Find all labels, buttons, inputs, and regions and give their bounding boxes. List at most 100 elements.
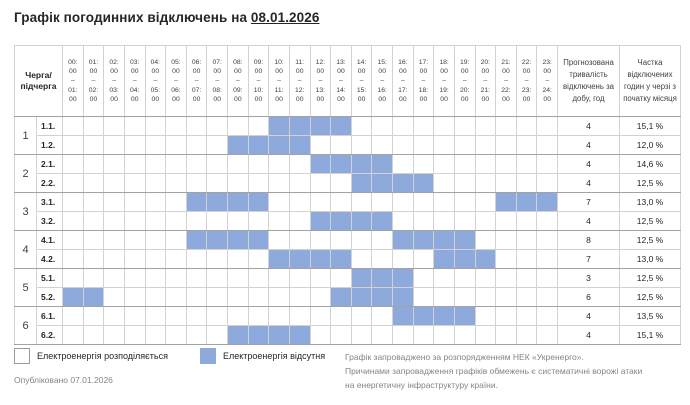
outage-cell-4.2.11:00 [288, 249, 311, 269]
share-value: 13,5 % [619, 306, 682, 326]
power-cell-2.2.08:00 [227, 173, 249, 193]
legend-item-power-available: Електроенергія розподіляється [14, 348, 168, 364]
power-cell-6.2.23:00 [536, 325, 559, 345]
power-cell-1.1.06:00 [185, 116, 208, 136]
power-cell-3.2.05:00 [165, 211, 187, 231]
power-cell-2.1.10:00 [268, 154, 290, 174]
power-cell-2.1.22:00 [515, 154, 538, 174]
power-cell-3.1.13:00 [330, 192, 352, 212]
outage-cell-1.1.11:00 [288, 116, 311, 136]
power-cell-2.2.07:00 [206, 173, 229, 193]
power-cell-5.2.22:00 [515, 287, 538, 307]
share-header: Частка відключених годин у черзі з почат… [619, 45, 682, 117]
title-text: Графік погодинних відключень на [14, 10, 248, 25]
subqueue-label: 1.1. [35, 116, 64, 136]
outage-cell-6.2.08:00 [227, 325, 249, 345]
power-cell-6.1.09:00 [247, 306, 270, 326]
outage-cell-2.1.15:00 [371, 154, 394, 174]
power-cell-4.2.08:00 [227, 249, 249, 269]
queue-number: 6 [14, 306, 37, 345]
power-cell-4.1.02:00 [103, 230, 125, 250]
power-cell-5.1.05:00 [165, 268, 187, 288]
power-cell-1.2.05:00 [165, 135, 187, 155]
power-cell-3.1.01:00 [82, 192, 105, 212]
power-cell-4.2.06:00 [185, 249, 208, 269]
schedule-row-2.2.: 2.2. 4 12,5 % [15, 173, 682, 193]
legend: Електроенергія розподіляється Електроене… [14, 348, 676, 366]
outage-cell-1.1.10:00 [268, 116, 290, 136]
power-cell-2.1.09:00 [247, 154, 270, 174]
power-cell-3.2.04:00 [144, 211, 167, 231]
power-cell-4.1.00:00 [62, 230, 84, 250]
power-cell-5.1.10:00 [268, 268, 290, 288]
duration-header: Прогнозована тривалість відключень за до… [557, 45, 621, 117]
power-cell-1.2.21:00 [495, 135, 517, 155]
schedule-row-4.1.: 4 4.1. 8 12,5 % [14, 230, 682, 269]
outage-cell-2.2.14:00 [350, 173, 373, 193]
hour-header-20:00: 20: 00–21: 00 [474, 45, 497, 117]
power-cell-5.1.23:00 [536, 268, 559, 288]
power-cell-4.1.12:00 [309, 230, 332, 250]
power-cell-5.1.02:00 [103, 268, 125, 288]
power-cell-2.2.09:00 [247, 173, 270, 193]
power-cell-6.1.21:00 [495, 306, 517, 326]
power-cell-2.2.06:00 [185, 173, 208, 193]
power-cell-6.2.21:00 [495, 325, 517, 345]
power-cell-5.1.21:00 [495, 268, 517, 288]
outage-cell-5.1.16:00 [392, 268, 414, 288]
power-cell-1.2.16:00 [392, 135, 414, 155]
power-cell-2.2.03:00 [123, 173, 146, 193]
power-cell-6.1.22:00 [515, 306, 538, 326]
duration-value: 4 [557, 325, 621, 345]
outage-cell-3.2.14:00 [350, 211, 373, 231]
power-cell-1.2.14:00 [350, 135, 373, 155]
power-cell-1.2.13:00 [330, 135, 352, 155]
outage-cell-4.2.12:00 [309, 249, 332, 269]
subqueue-label: 4.2. [35, 249, 64, 269]
hour-header-17:00: 17: 00–18: 00 [412, 45, 435, 117]
power-cell-5.2.07:00 [206, 287, 229, 307]
power-cell-6.1.13:00 [330, 306, 352, 326]
power-cell-1.1.00:00 [62, 116, 84, 136]
power-cell-6.2.12:00 [309, 325, 332, 345]
power-cell-4.2.04:00 [144, 249, 167, 269]
power-cell-3.2.09:00 [247, 211, 270, 231]
power-cell-3.1.19:00 [453, 192, 476, 212]
power-cell-2.2.11:00 [288, 173, 311, 193]
schedule-row-6.1.: 6 6.1. 4 13,5 % [14, 306, 682, 345]
power-cell-3.2.06:00 [185, 211, 208, 231]
outage-cell-2.2.16:00 [392, 173, 414, 193]
share-value: 14,6 % [619, 154, 682, 174]
power-cell-4.2.21:00 [495, 249, 517, 269]
power-cell-2.1.23:00 [536, 154, 559, 174]
power-cell-5.1.01:00 [82, 268, 105, 288]
power-cell-2.1.16:00 [392, 154, 414, 174]
power-cell-6.1.15:00 [371, 306, 394, 326]
power-cell-6.1.07:00 [206, 306, 229, 326]
outage-cell-4.2.19:00 [453, 249, 476, 269]
power-cell-4.2.16:00 [392, 249, 414, 269]
power-cell-1.1.19:00 [453, 116, 476, 136]
outage-cell-1.2.08:00 [227, 135, 249, 155]
queue-number: 5 [14, 268, 37, 307]
outage-cell-5.1.15:00 [371, 268, 394, 288]
power-cell-3.2.16:00 [392, 211, 414, 231]
power-cell-3.1.04:00 [144, 192, 167, 212]
subqueue-label: 1.2. [35, 135, 64, 155]
power-cell-2.2.01:00 [82, 173, 105, 193]
power-cell-1.1.21:00 [495, 116, 517, 136]
subqueue-label: 2.1. [35, 154, 64, 174]
outage-cell-5.2.16:00 [392, 287, 414, 307]
power-cell-3.1.18:00 [433, 192, 455, 212]
hour-header-16:00: 16: 00–17: 00 [392, 45, 414, 117]
subqueue-label: 6.2. [35, 325, 64, 345]
hour-header-07:00: 07: 00–08: 00 [206, 45, 229, 117]
outage-cell-2.2.15:00 [371, 173, 394, 193]
power-cell-4.2.22:00 [515, 249, 538, 269]
power-cell-1.1.22:00 [515, 116, 538, 136]
outage-cell-4.1.18:00 [433, 230, 455, 250]
power-cell-1.1.17:00 [412, 116, 435, 136]
power-cell-6.1.05:00 [165, 306, 187, 326]
power-cell-5.1.13:00 [330, 268, 352, 288]
power-cell-5.1.04:00 [144, 268, 167, 288]
